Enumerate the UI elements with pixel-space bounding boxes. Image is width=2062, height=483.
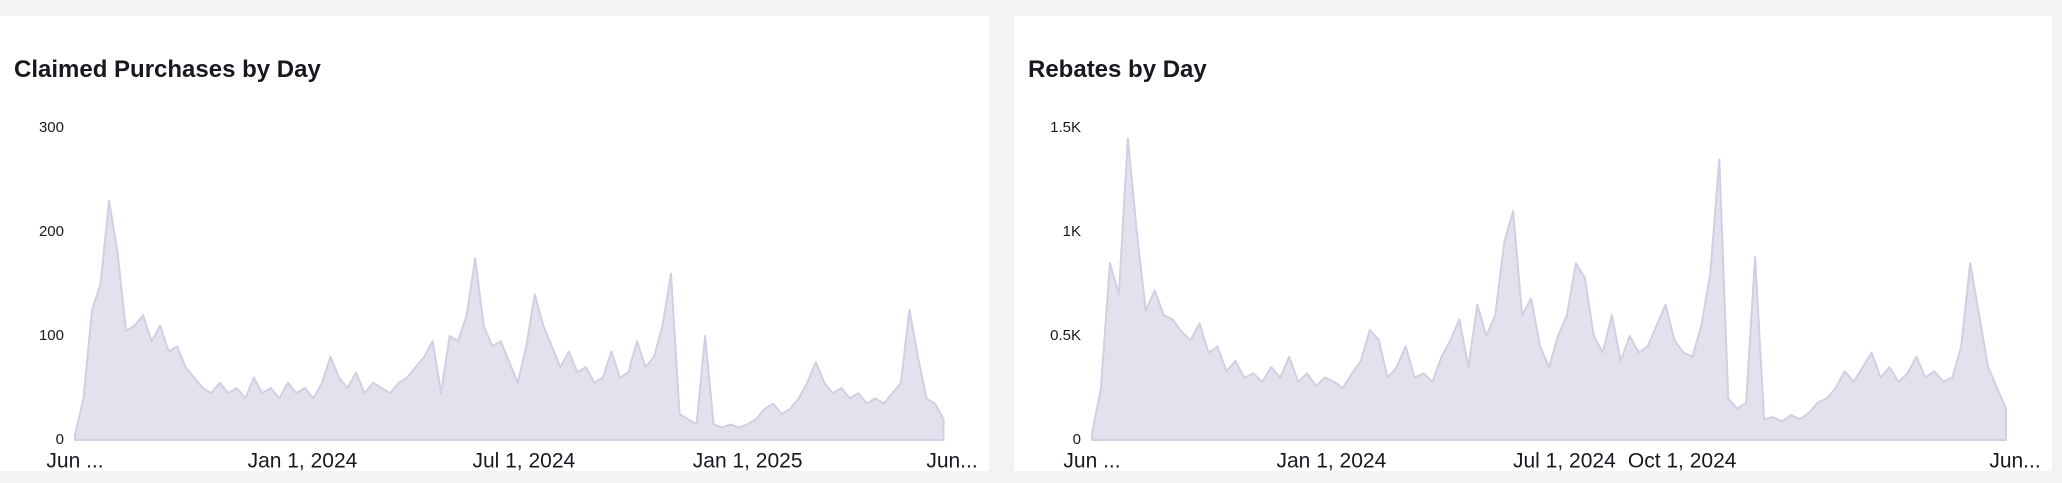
area (74, 199, 945, 441)
x-tick-label: Oct 1, 2024 (1628, 450, 1737, 471)
y-tick-label: 100 (39, 327, 64, 344)
chart-title: Claimed Purchases by Day (14, 56, 321, 83)
x-tick-label: Jun ... (1063, 450, 1120, 471)
x-tick-label: Jun... (1989, 450, 2040, 471)
y-tick-label: 1K (1063, 223, 1081, 240)
x-tick-label: Jan 1, 2024 (248, 450, 358, 471)
y-tick-label: 300 (39, 119, 64, 136)
chart: Rebates by Day 0 0.5K 1K 1.5K Jun ... Jan 1, … (1028, 56, 2041, 471)
y-tick-label: 0 (56, 431, 64, 448)
y-tick-label: 0.5K (1050, 327, 1081, 344)
x-tick-label: Jan 1, 2024 (1277, 450, 1387, 471)
chart: Claimed Purchases by Day 0 100 200 300 Jun .… (14, 56, 978, 471)
x-tick-label: Jul 1, 2024 (472, 450, 575, 471)
area (1091, 137, 2008, 441)
y-tick-label: 1.5K (1050, 119, 1081, 136)
y-tick-label: 200 (39, 223, 64, 240)
chart-panel: Rebates by Day 0 0.5K 1K 1.5K Jun ... Jan 1, … (1014, 16, 2052, 471)
x-tick-label: Jan 1, 2025 (693, 450, 803, 471)
x-tick-label: Jun ... (46, 450, 103, 471)
chart-panel: Claimed Purchases by Day 0 100 200 300 Jun .… (0, 16, 989, 471)
y-tick-label: 0 (1073, 431, 1081, 448)
x-tick-label: Jul 1, 2024 (1513, 450, 1616, 471)
x-tick-label: Jun... (926, 450, 977, 471)
chart-title: Rebates by Day (1028, 56, 1207, 83)
